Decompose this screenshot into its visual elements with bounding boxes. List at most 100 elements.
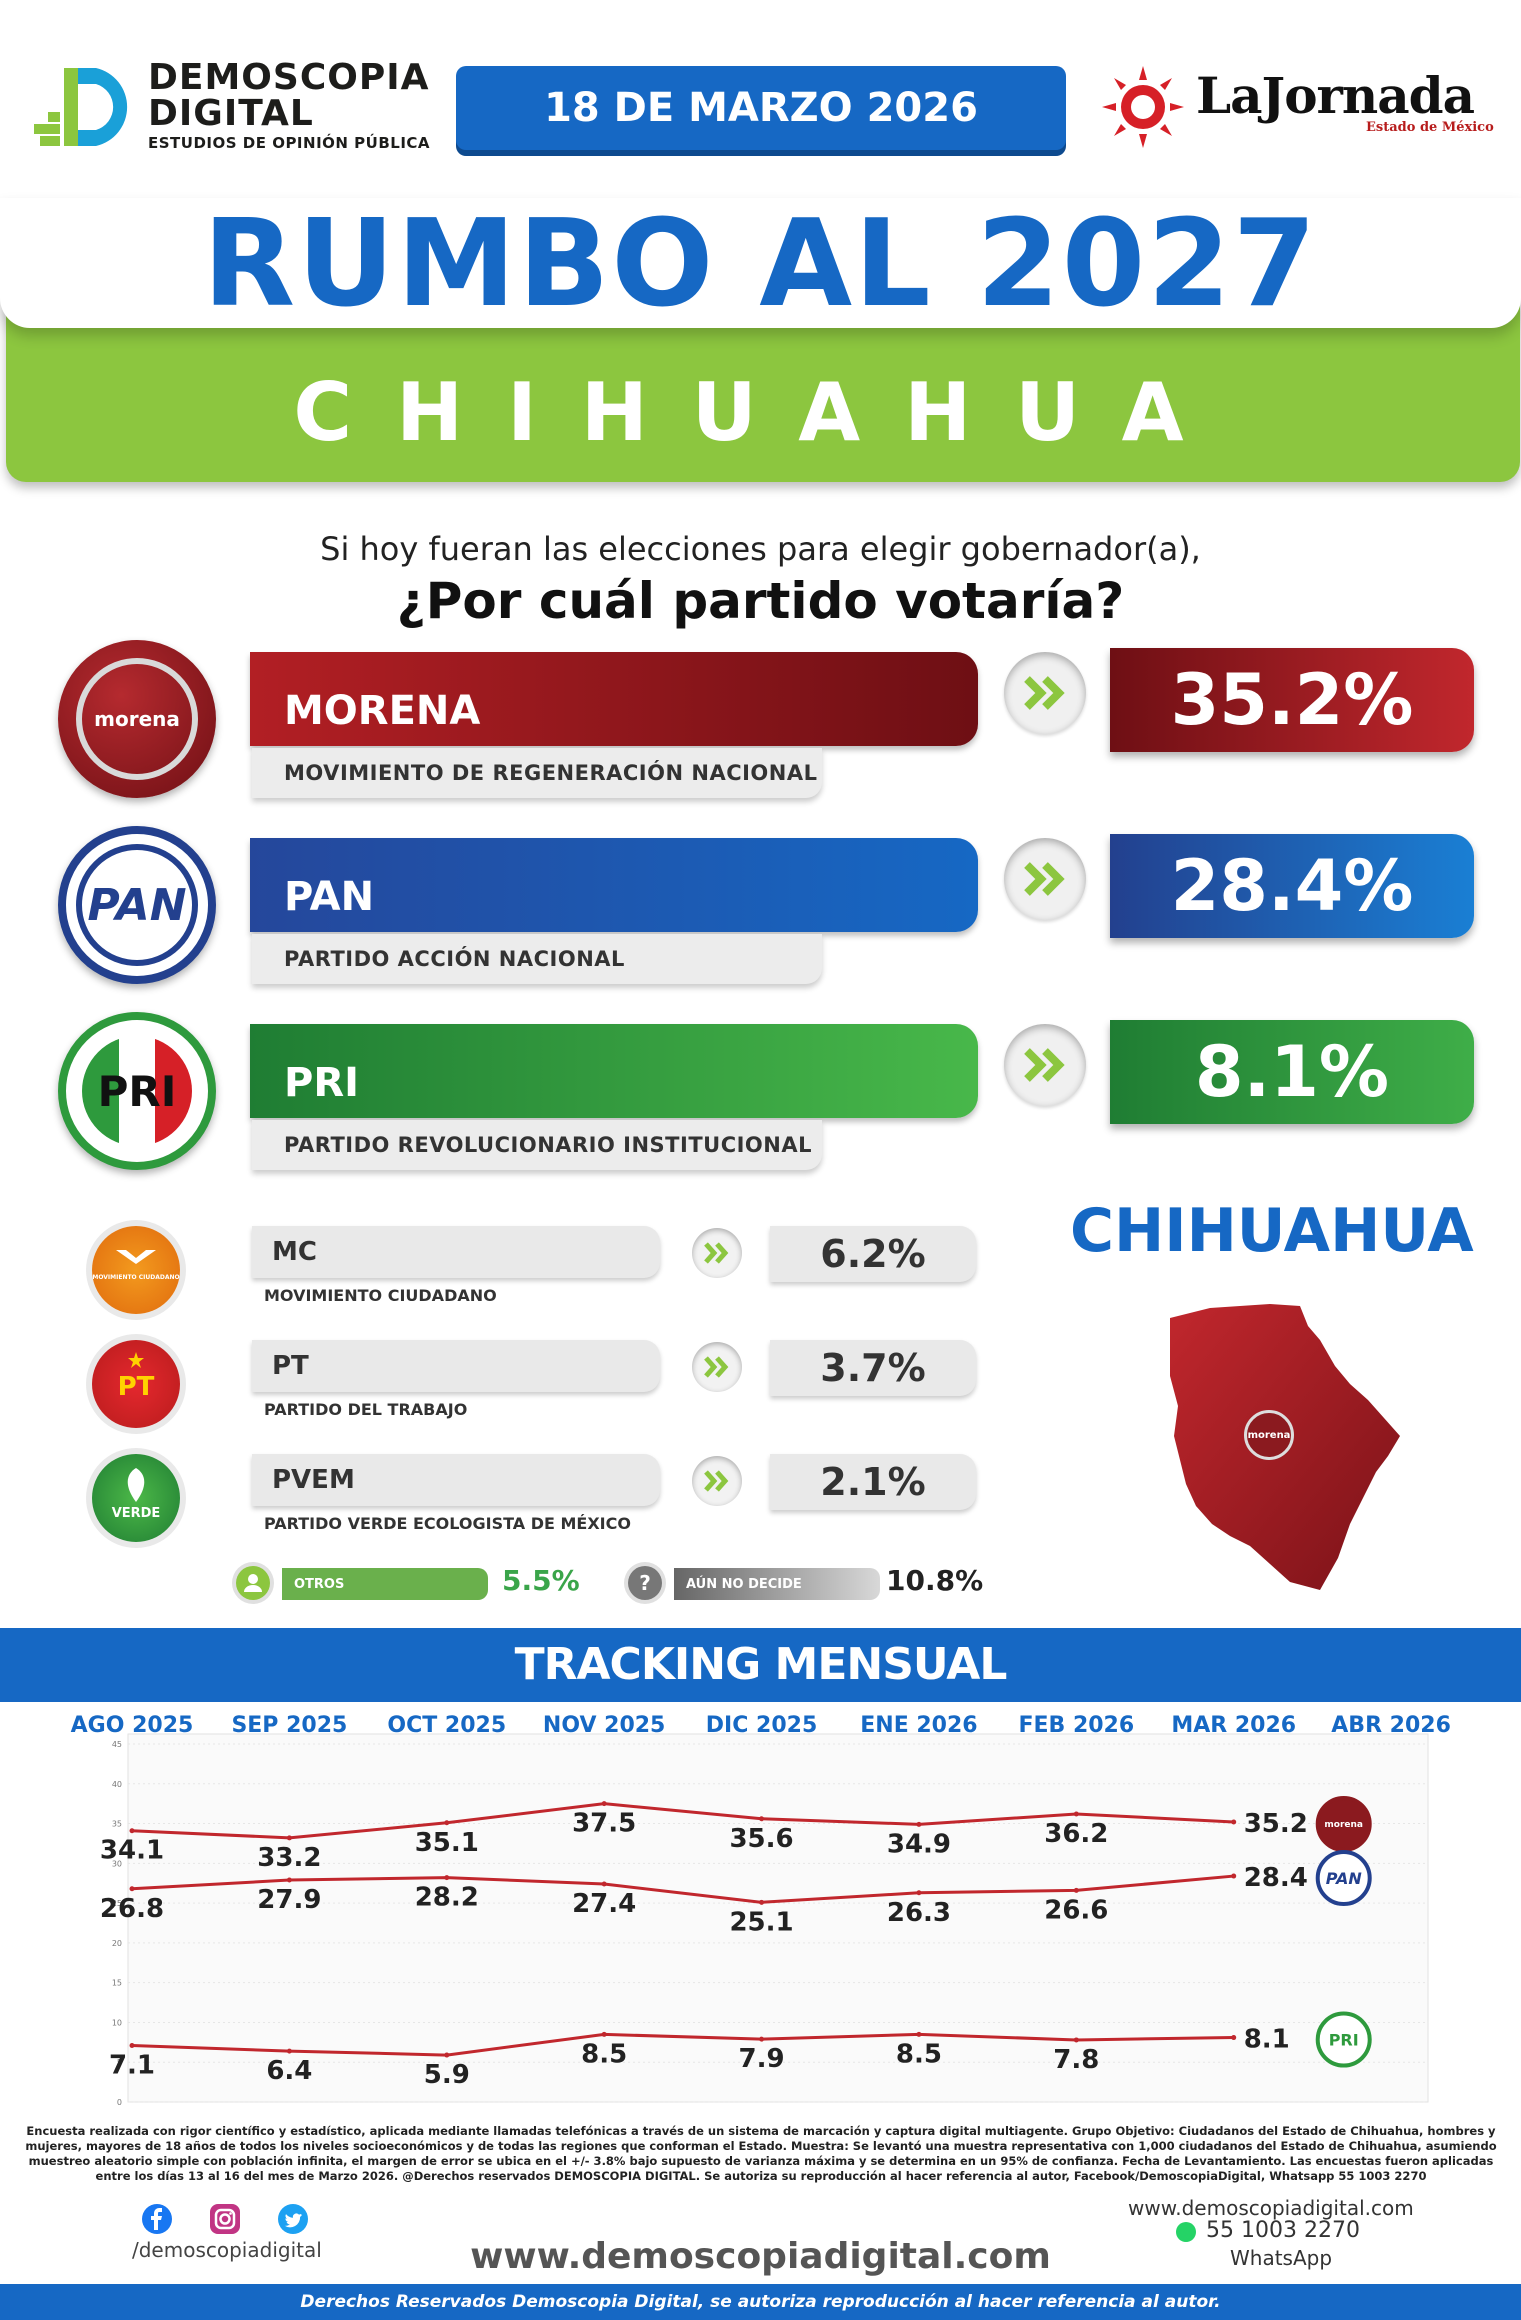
date-banner: 18 DE MARZO 2026: [456, 66, 1066, 150]
chart-ytick-label: 20: [112, 1939, 122, 1948]
chart-point: [1231, 1873, 1237, 1879]
pt-badge-label: PT: [117, 1372, 155, 1402]
chart-data-label: 27.4: [572, 1889, 636, 1919]
chart-data-label: 5.9: [424, 2060, 470, 2090]
chart-ytick-label: 0: [117, 2098, 122, 2107]
chart-month-label: MAR 2026: [1171, 1713, 1296, 1738]
social-handle[interactable]: /demoscopiadigital: [132, 2238, 322, 2262]
pvem-badge-icon: VERDE: [92, 1454, 180, 1542]
undecided-percentage: 10.8%: [886, 1564, 984, 1597]
pt-bar: PT: [252, 1340, 660, 1392]
pan-percentage: 28.4%: [1110, 834, 1474, 938]
chart-point: [286, 1877, 292, 1883]
mc-fullname: MOVIMIENTO CIUDADANO: [264, 1286, 497, 1305]
chart-series-badge: [1315, 1850, 1372, 1907]
pri-arrow-icon: [1004, 1024, 1086, 1106]
chart-data-label: 26.6: [1044, 1895, 1108, 1925]
pvem-fullname: PARTIDO VERDE ECOLOGISTA DE MÉXICO: [264, 1514, 631, 1533]
chart-data-label: 33.2: [257, 1843, 321, 1873]
partner-subtitle: Estado de México: [1366, 120, 1494, 135]
chart-data-label: 34.1: [100, 1836, 164, 1866]
website-link[interactable]: www.demoscopiadigital.com: [470, 2236, 1051, 2277]
chart-point: [601, 2031, 607, 2037]
chart-plot-area: [127, 1733, 1429, 2103]
website-link-small[interactable]: www.demoscopiadigital.com: [1128, 2196, 1414, 2220]
pvem-arrow-icon: [692, 1456, 742, 1506]
brand-line1: DEMOSCOPIA: [148, 57, 430, 98]
chart-point: [601, 1801, 607, 1807]
chart-point: [916, 2031, 922, 2037]
chart-point: [916, 1890, 922, 1896]
chart-point: [1073, 2037, 1079, 2043]
chart-data-label: 26.8: [100, 1894, 164, 1924]
pt-fullname: PARTIDO DEL TRABAJO: [264, 1400, 468, 1419]
whatsapp-icon: [1176, 2222, 1196, 2242]
instagram-icon[interactable]: [210, 2204, 240, 2234]
pvem-percentage: 2.1%: [770, 1454, 976, 1510]
pt-percentage: 3.7%: [770, 1340, 976, 1396]
chart-data-label: 26.3: [887, 1898, 951, 1928]
demoscopia-logo-icon: [34, 68, 128, 146]
question-line2: ¿Por cuál partido votaría?: [396, 572, 1125, 630]
user-icon: [236, 1566, 270, 1600]
chart-series-line: [131, 1874, 1234, 1904]
chart-ytick-label: 35: [112, 1820, 122, 1829]
chart-data-label: 25.1: [729, 1907, 793, 1937]
chart-data-label: 27.9: [257, 1885, 321, 1915]
chart-data-label: 7.9: [739, 2044, 785, 2074]
rights-footer: Derechos Reservados Demoscopia Digital, …: [0, 2284, 1521, 2320]
morena-fullname: MOVIMIENTO DE REGENERACIÓN NACIONAL: [252, 748, 822, 798]
mc-badge-icon: MOVIMIENTO CIUDADANO: [92, 1226, 180, 1314]
whatsapp-label: WhatsApp: [1230, 2246, 1333, 2270]
map-badge-icon: morena: [1244, 1410, 1294, 1460]
chart-ytick-label: 10: [112, 2018, 122, 2027]
chart-series-line: [131, 1802, 1234, 1840]
chart-data-label: 6.4: [266, 2056, 312, 2086]
pvem-bar: PVEM: [252, 1454, 660, 1506]
state-title: CHIHUAHUA: [293, 366, 1228, 459]
question-mark-icon: ?: [628, 1566, 662, 1600]
morena-badge-icon: morena: [58, 640, 216, 798]
mc-bar: MC: [252, 1226, 660, 1278]
brand-line2: DIGITAL: [148, 93, 314, 134]
chart-series-badge: [1315, 1795, 1372, 1852]
pan-bar: PAN: [250, 838, 978, 932]
pri-bar: PRI: [250, 1024, 978, 1118]
brand-name: DEMOSCOPIA DIGITAL: [148, 60, 430, 132]
facebook-icon[interactable]: [142, 2204, 172, 2234]
question-line1: Si hoy fueran las elecciones para elegir…: [320, 530, 1201, 568]
chart-point: [1231, 1819, 1237, 1825]
mc-badge-label: MOVIMIENTO CIUDADANO: [92, 1274, 180, 1281]
chart-point: [129, 1886, 135, 1892]
chart-series-name: morena: [1324, 1820, 1363, 1830]
chart-ytick-label: 30: [112, 1859, 122, 1868]
chart-month-label: NOV 2025: [543, 1713, 665, 1738]
methodology-note: Encuesta realizada con rigor científico …: [25, 2124, 1497, 2183]
chart-month-label: ABR 2026: [1331, 1713, 1451, 1738]
chart-ytick-label: 40: [112, 1780, 122, 1789]
chart-point: [916, 1821, 922, 1827]
pri-percentage: 8.1%: [1110, 1020, 1474, 1124]
tracking-title: TRACKING MENSUAL: [0, 1628, 1521, 1702]
chart-point: [444, 2052, 450, 2058]
main-title: RUMBO AL 2027: [202, 195, 1319, 334]
chart-data-label: 8.1: [1244, 2025, 1290, 2055]
morena-bar: MORENA: [250, 652, 978, 746]
twitter-icon[interactable]: [278, 2204, 308, 2234]
others-bar: OTROS: [282, 1568, 488, 1600]
state-band: [6, 300, 1520, 482]
title-band: [0, 198, 1521, 328]
chart-series-name: PAN: [1326, 1869, 1363, 1888]
chart-month-label: ENE 2026: [860, 1713, 977, 1738]
mc-percentage: 6.2%: [770, 1226, 976, 1282]
chart-point: [759, 1816, 765, 1822]
chart-point: [1073, 1811, 1079, 1817]
chart-ytick-label: 45: [112, 1740, 122, 1749]
pt-arrow-icon: [692, 1342, 742, 1392]
chart-data-label: 35.2: [1244, 1809, 1308, 1839]
chart-point: [1073, 1887, 1079, 1893]
chart-point: [129, 2043, 135, 2049]
mc-arrow-icon: [692, 1228, 742, 1278]
chart-data-label: 37.5: [572, 1809, 636, 1839]
phone-number[interactable]: 55 1003 2270: [1206, 2218, 1360, 2243]
